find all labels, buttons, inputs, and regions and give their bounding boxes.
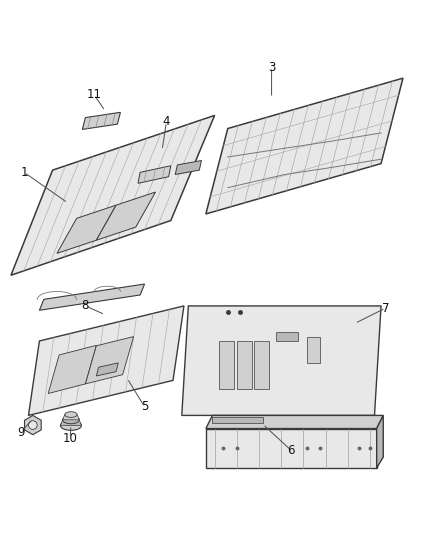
Text: 5: 5 [141, 400, 148, 413]
Polygon shape [206, 78, 403, 214]
Polygon shape [96, 363, 118, 376]
Text: 6: 6 [287, 444, 295, 457]
Text: 4: 4 [162, 116, 170, 128]
Polygon shape [39, 284, 145, 310]
Polygon shape [138, 166, 171, 183]
Polygon shape [212, 417, 263, 423]
Polygon shape [377, 415, 383, 468]
Polygon shape [85, 336, 134, 384]
Polygon shape [206, 415, 383, 429]
Text: 1: 1 [20, 166, 28, 179]
Polygon shape [254, 341, 269, 389]
Polygon shape [307, 336, 320, 363]
Text: 8: 8 [82, 300, 89, 312]
Circle shape [28, 421, 37, 430]
Polygon shape [11, 115, 215, 275]
Ellipse shape [65, 411, 77, 417]
Polygon shape [28, 306, 184, 415]
Polygon shape [276, 332, 298, 341]
Polygon shape [82, 112, 120, 130]
Polygon shape [96, 192, 155, 240]
Text: 10: 10 [63, 432, 78, 445]
Polygon shape [237, 341, 252, 389]
Text: 7: 7 [381, 302, 389, 314]
Polygon shape [60, 420, 81, 425]
Polygon shape [63, 415, 79, 420]
Polygon shape [25, 415, 41, 435]
Polygon shape [57, 205, 116, 253]
Ellipse shape [63, 416, 79, 424]
Ellipse shape [60, 421, 81, 430]
Polygon shape [175, 160, 201, 174]
Polygon shape [206, 429, 377, 468]
Text: 3: 3 [268, 61, 275, 74]
Polygon shape [48, 345, 96, 393]
Text: 11: 11 [87, 88, 102, 101]
Text: 9: 9 [17, 425, 25, 439]
Polygon shape [219, 341, 234, 389]
Polygon shape [182, 306, 381, 415]
